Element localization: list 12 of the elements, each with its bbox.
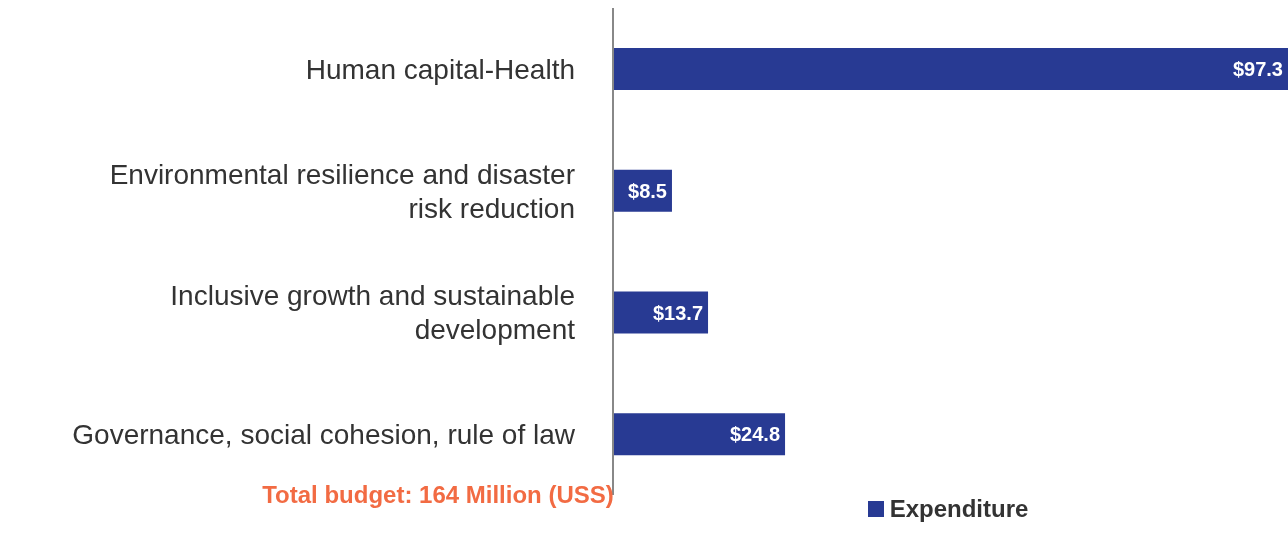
data-label: $97.3 [1232,58,1283,81]
data-label: $8.5 [628,179,667,202]
bar [613,48,1288,90]
y-tick-label: Environmental resilience and disaster risk reduction [109,158,575,224]
y-tick-label: Inclusive growth and sustainable development [170,279,576,345]
bar [613,413,786,456]
y-tick-label: Human capital-Health [305,53,575,85]
annotation: Total budget: 164 Million (USS) [261,480,615,509]
data-label: $24.8 [729,423,781,446]
legend-label: Expenditure [888,495,1029,523]
y-tick-label: Governance, social cohesion, rule of law [72,418,576,450]
data-label: $13.7 [652,301,704,324]
